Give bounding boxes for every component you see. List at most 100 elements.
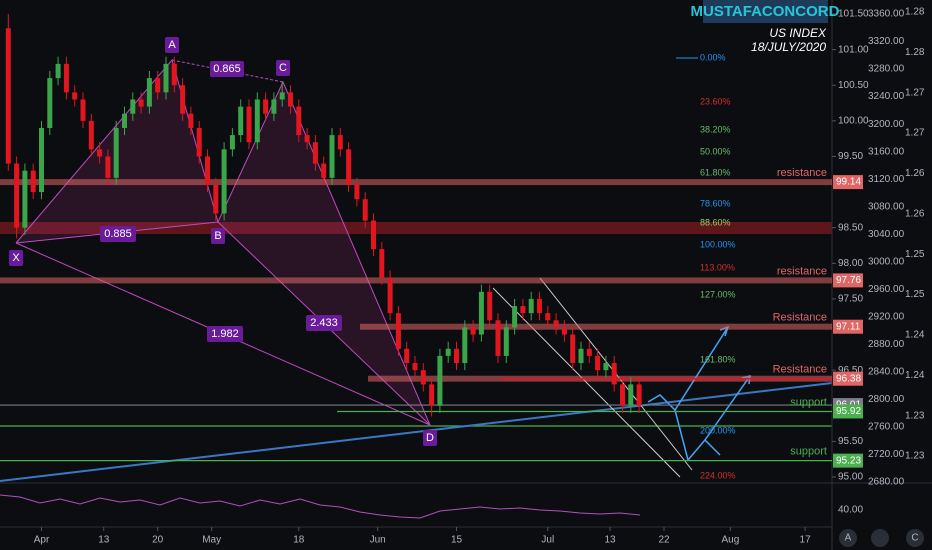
level-label: support	[790, 446, 827, 458]
x-tick-label: 22	[658, 535, 670, 546]
y3-tick-label: 1.25	[905, 289, 925, 300]
candle-body	[47, 78, 53, 128]
candle-body	[570, 334, 576, 364]
candle-body	[553, 320, 559, 328]
candle-body	[578, 348, 584, 364]
x-tick-label: Apr	[34, 535, 50, 546]
y2-tick-label: 2880.00	[868, 339, 905, 350]
y3-tick-label: 1.28	[905, 47, 925, 58]
candle-body	[337, 135, 343, 150]
y3-tick-label: 1.26	[905, 208, 925, 219]
candle-body	[5, 28, 11, 164]
label-box	[306, 315, 342, 331]
y2-tick-label: 3320.00	[868, 36, 905, 47]
candle-body	[30, 170, 36, 193]
candle-body	[155, 78, 161, 93]
candle-body	[279, 92, 285, 100]
x-tick-label: 20	[152, 535, 164, 546]
fib-label: 113.00%	[700, 262, 735, 272]
label-box	[100, 226, 136, 242]
y3-tick-label: 1.28	[905, 7, 925, 18]
candle-body	[503, 327, 509, 356]
level-band	[0, 179, 832, 186]
candle-body	[312, 142, 318, 164]
candle-body	[611, 363, 617, 385]
y2-tick-label: 2720.00	[868, 449, 905, 460]
candle-body	[205, 156, 210, 185]
y-tick-label: 97.50	[838, 294, 863, 305]
pattern-ratio: 0.885	[104, 228, 132, 240]
price-tag-label: 95.23	[836, 455, 861, 466]
candle-body	[478, 291, 484, 335]
button-bg[interactable]	[871, 529, 889, 547]
label-box	[207, 326, 243, 342]
candle-body	[545, 313, 551, 321]
candle-body	[512, 306, 518, 328]
y-tick-label: 95.00	[838, 472, 863, 483]
x-tick-label: 13	[604, 535, 616, 546]
pattern-label: D	[426, 432, 434, 444]
level-label: resistance	[777, 167, 827, 179]
candle-body	[188, 113, 194, 128]
y2-tick-label: 3000.00	[868, 256, 905, 267]
button-bg[interactable]	[906, 529, 924, 547]
fib-label: 100.00%	[700, 239, 736, 249]
candle-body	[379, 249, 385, 278]
pattern-ratio: 2.433	[310, 317, 338, 329]
y3-tick-label: 1.25	[905, 249, 925, 260]
candle-body	[462, 327, 468, 364]
candle-body	[595, 355, 601, 371]
pattern-label: A	[168, 39, 176, 51]
y-tick-label: 96.50	[838, 365, 863, 376]
fib-label: 23.60%	[700, 96, 731, 106]
price-tag	[833, 273, 863, 288]
candle-body	[354, 184, 360, 200]
y3-tick-label: 1.24	[905, 330, 925, 341]
pattern-ratio: 1.982	[211, 328, 239, 340]
candle-body	[196, 127, 202, 157]
oscillator-line	[0, 494, 641, 519]
y-tick-label: 98.00	[838, 258, 863, 269]
candle-body	[603, 363, 609, 371]
y2-tick-label: 3280.00	[868, 64, 905, 75]
candle-body	[470, 327, 476, 335]
candle-body	[238, 106, 244, 136]
y2-tick-label: 3080.00	[868, 201, 905, 212]
button-label[interactable]: C	[911, 533, 918, 544]
candle-body	[113, 127, 119, 178]
button-label[interactable]: A	[845, 533, 852, 544]
level-label: Resistance	[773, 364, 827, 376]
candle-body	[288, 92, 293, 107]
y-tick-label: 100.50	[838, 80, 869, 91]
price-tag-label: 97.11	[836, 321, 861, 332]
candle-body	[628, 384, 634, 406]
candle-body	[213, 184, 219, 214]
fib-label: 161.80%	[700, 354, 736, 364]
candle-body	[528, 298, 534, 314]
subtitle: US INDEX	[769, 26, 827, 40]
price-tag	[833, 453, 863, 468]
y-tick-label: 98.50	[838, 222, 863, 233]
candle-body	[454, 348, 459, 364]
button-bg[interactable]	[839, 529, 857, 547]
y-tick-label: 101.00	[838, 44, 869, 55]
candle-body	[520, 306, 526, 314]
x-tick-label: 13	[98, 535, 110, 546]
candle-body	[254, 99, 260, 143]
candle-body	[221, 149, 227, 214]
y2-tick-label: 2920.00	[868, 311, 905, 322]
trend-line	[0, 382, 833, 482]
y3-tick-label: 1.23	[905, 410, 925, 421]
fib-label: 0.00%	[700, 52, 726, 62]
y2-tick-label: 2760.00	[868, 422, 905, 433]
candle-body	[229, 135, 235, 150]
label-box	[165, 37, 179, 53]
price-tag	[833, 371, 863, 386]
candle-body	[537, 298, 542, 314]
fib-label: 50.00%	[700, 146, 731, 156]
label-box	[210, 61, 244, 77]
y-tick-label: 95.50	[838, 436, 863, 447]
candle-body	[495, 320, 501, 356]
y2-tick-label: 3240.00	[868, 91, 905, 102]
